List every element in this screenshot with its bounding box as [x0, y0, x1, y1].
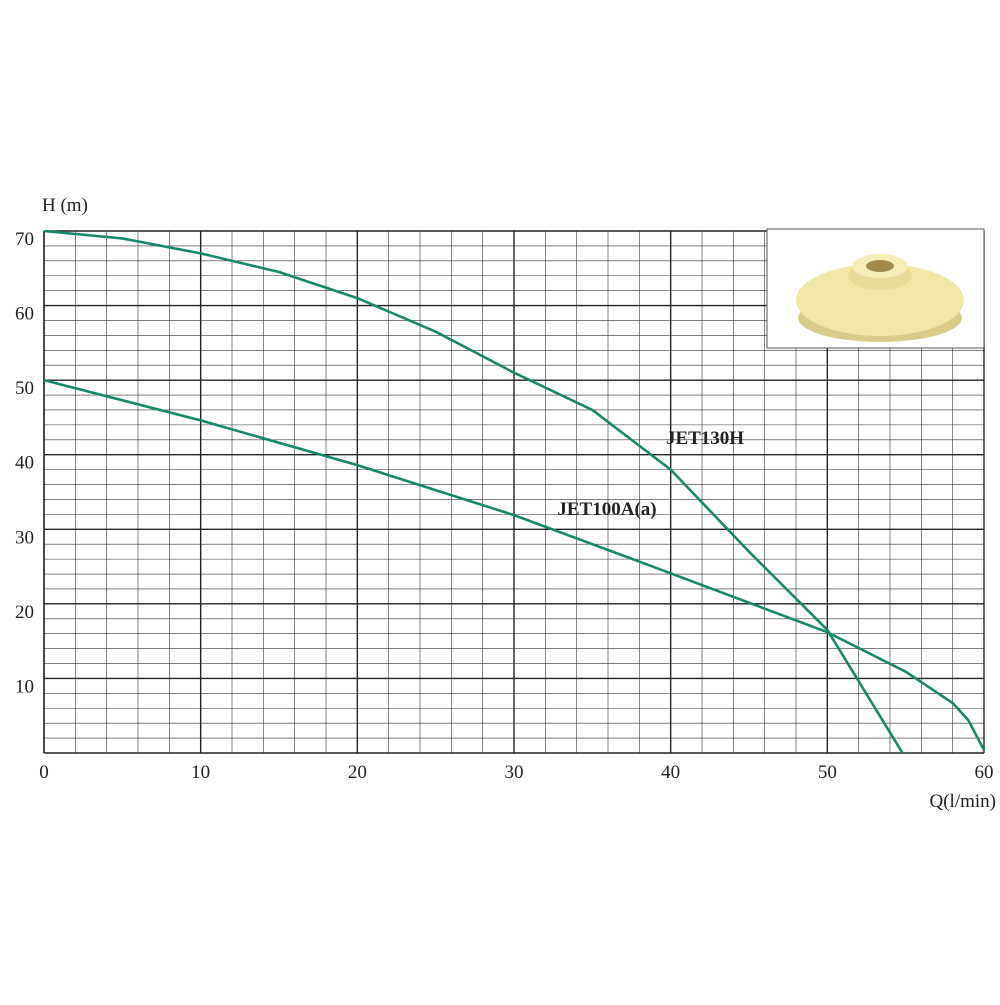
y-tick-label: 20 [15, 602, 34, 623]
series-label: JET130H [666, 428, 744, 449]
x-tick-label: 60 [975, 762, 994, 783]
y-tick-label: 50 [15, 378, 34, 399]
y-tick-label: 40 [15, 453, 34, 474]
x-tick-label: 40 [661, 762, 680, 783]
y-tick-label: 60 [15, 304, 34, 325]
x-tick-label: 20 [348, 762, 367, 783]
impeller-photo [766, 228, 985, 349]
x-tick-label: 30 [505, 762, 524, 783]
y-tick-label: 70 [15, 229, 34, 250]
x-tick-label: 0 [39, 762, 49, 783]
y-axis-title: H (m) [42, 195, 88, 216]
y-tick-label: 10 [15, 676, 34, 697]
x-tick-label: 10 [191, 762, 210, 783]
x-axis-title: Q(l/min) [930, 791, 997, 812]
series-line [43, 229, 904, 754]
x-tick-label: 50 [818, 762, 837, 783]
y-tick-label: 30 [15, 527, 34, 548]
series-line [43, 378, 986, 751]
series-label: JET100A(a) [557, 499, 656, 520]
